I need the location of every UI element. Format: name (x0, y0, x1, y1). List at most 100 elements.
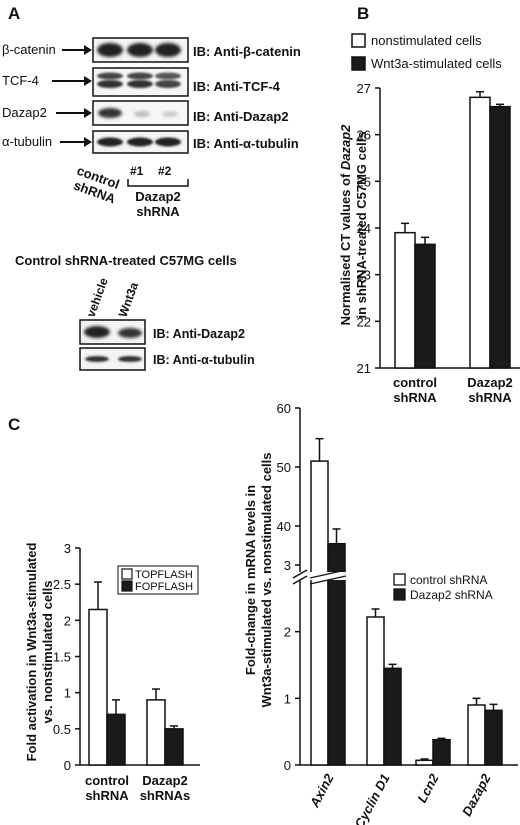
blot-ib-label: IB: Anti-α-tubulin (153, 353, 255, 367)
x-tick-label: Dazap2 (459, 771, 494, 819)
blot-band (155, 43, 181, 57)
bar (310, 460, 329, 766)
blot-band (97, 72, 123, 80)
legend-swatch (121, 568, 133, 580)
blot-band (118, 356, 142, 362)
y-tick-label: 21 (357, 361, 371, 376)
y-axis-label-line: Normalised CT values of Dazap2 (338, 124, 353, 326)
blot-band (98, 108, 122, 118)
blot-band (118, 328, 142, 338)
blot-ib-label: IB: Anti-Dazap2 (193, 109, 289, 124)
subblot-title: Control shRNA-treated C57MG cells (15, 253, 237, 268)
x-tick-label: Dazap2 (467, 375, 513, 390)
bar (414, 243, 436, 369)
x-tick-label: shRNA (85, 788, 129, 803)
y-axis-label: Normalised CT values of Dazap2 in shRNA-t… (338, 124, 369, 326)
bar (467, 704, 486, 766)
y-tick-label: 25 (357, 174, 371, 189)
blot-frame (79, 347, 146, 371)
legend-label: Wnt3a-stimulated cells (371, 56, 502, 71)
legend-swatch (351, 33, 366, 48)
blot-band (162, 111, 178, 117)
lane-label-line: shRNA (136, 204, 180, 219)
arrow-head (84, 137, 92, 147)
x-tick-label: shRNA (468, 390, 512, 405)
lane-number: #2 (158, 164, 172, 178)
y-axis-label-line: in shRNA-treated C57MG cells (354, 131, 369, 318)
lane-number: #1 (130, 164, 144, 178)
y-tick-label: 1.5 (53, 650, 71, 665)
legend-swatch (351, 56, 366, 71)
axis-break-mark (292, 569, 308, 579)
blot-row-label: β-catenin (2, 42, 56, 57)
y-tick-label: 50 (277, 460, 291, 475)
blot-ib-label: IB: Anti-TCF-4 (193, 79, 281, 94)
legend-swatch (393, 573, 406, 586)
bar (366, 616, 385, 766)
legend-label: Dazap2 shRNA (410, 588, 493, 602)
legend-swatch (393, 588, 406, 601)
y-axis-label-line: Wnt3a-stimulated vs. nonstimulated cells (259, 453, 274, 708)
blot-row-label: TCF-4 (2, 73, 39, 88)
blot-ib-label: IB: Anti-β-catenin (193, 44, 301, 59)
y-tick-label: 0.5 (53, 722, 71, 737)
x-tick-label: Axin2 (306, 771, 337, 811)
blot-band (155, 137, 181, 147)
y-tick-label: 3 (64, 541, 71, 556)
bar (383, 667, 402, 766)
y-tick-label: 23 (357, 268, 371, 283)
y-tick-label: 2 (284, 625, 291, 640)
blot-ib-label: IB: Anti-Dazap2 (153, 327, 245, 341)
y-axis-label-line: Fold activation in Wnt3a-stimulated (24, 543, 39, 762)
lane-bracket (127, 179, 189, 187)
x-tick-label: control (393, 375, 437, 390)
panel-label-b: B (357, 4, 370, 23)
y-tick-label: 60 (277, 401, 291, 416)
bar (146, 699, 166, 766)
y-axis-label-line: vs. nonstimulated cells (40, 580, 55, 723)
blot-row-label: Dazap2 (2, 105, 47, 120)
legend-label: TOPFLASH (135, 569, 193, 581)
x-tick-label: Cyclin D1 (352, 771, 393, 825)
bar (106, 713, 126, 766)
blot-band (134, 111, 150, 117)
y-tick-label: 1 (284, 691, 291, 706)
panel-label-a: A (8, 4, 21, 23)
bar-break-mark (309, 575, 347, 585)
blot-band (85, 356, 109, 362)
y-tick-label: 22 (357, 314, 371, 329)
blot-row-tcf4: TCF-4 IB: Anti-TCF-4 (2, 67, 281, 97)
y-tick-label: 40 (277, 519, 291, 534)
y-tick-label: 2 (64, 613, 71, 628)
legend-label: control shRNA (410, 573, 487, 587)
blot-band (155, 72, 181, 80)
bar (489, 105, 511, 369)
arrow-head (84, 108, 92, 118)
x-tick-label: shRNA (393, 390, 437, 405)
y-tick-label: 0 (284, 758, 291, 773)
y-tick-label: 0 (64, 758, 71, 773)
x-tick-label-group: Lcn2 (414, 771, 442, 806)
panel-label-c: C (8, 415, 21, 434)
y-tick-label: 1 (64, 686, 71, 701)
blot-band (97, 43, 123, 57)
bar (432, 738, 451, 766)
y-axis-label: Fold activation in Wnt3a-stimulated vs. n… (24, 543, 55, 762)
blot-band (97, 137, 123, 147)
blot-ib-label: IB: Anti-α-tubulin (193, 136, 299, 151)
bar-break-gap (310, 572, 350, 580)
y-tick-label: 26 (357, 128, 371, 143)
bar (415, 759, 434, 766)
blot-band (127, 137, 153, 147)
x-tick-label: Lcn2 (414, 771, 442, 806)
bar (164, 728, 184, 766)
lane-label-line: Dazap2 (135, 189, 181, 204)
blot-band (127, 72, 153, 80)
y-tick-label: 24 (357, 221, 371, 236)
bar (484, 709, 503, 766)
legend-label: FOPFLASH (135, 581, 193, 593)
axis-break-mark (292, 575, 308, 585)
blot-band (127, 43, 153, 57)
